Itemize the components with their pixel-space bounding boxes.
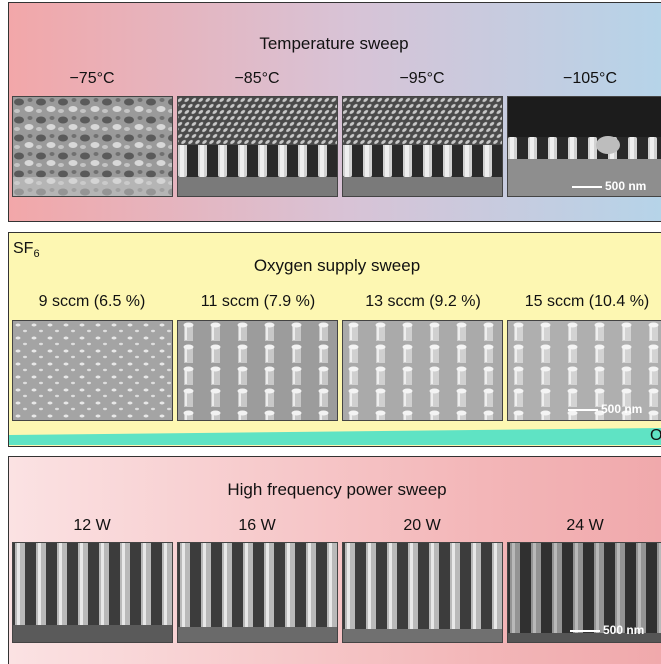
sem-image <box>342 542 503 643</box>
image-label: 13 sccm (9.2 %) <box>365 293 481 311</box>
sem-image <box>12 96 173 197</box>
scale-bar: 500 nm <box>570 623 644 637</box>
image-label: −75°C <box>69 70 114 88</box>
scale-bar-line <box>572 186 602 188</box>
oxygen-wedge <box>9 425 661 445</box>
image-label: 9 sccm (6.5 %) <box>39 293 146 311</box>
sem-image <box>177 320 338 421</box>
sem-image <box>12 542 173 643</box>
gas-label: SF6 <box>13 240 40 260</box>
image-label: 15 sccm (10.4 %) <box>525 293 649 311</box>
scale-bar-line <box>570 630 600 632</box>
image-label: 16 W <box>238 517 275 535</box>
gas-label-main: SF <box>13 240 33 257</box>
panel-title: High frequency power sweep <box>227 480 446 500</box>
image-label: −105°C <box>563 70 617 88</box>
panel-title: Oxygen supply sweep <box>254 256 420 276</box>
image-label: 24 W <box>566 517 603 535</box>
scale-bar: 500 nm <box>568 402 642 416</box>
sem-image <box>342 96 503 197</box>
image-label: 11 sccm (7.9 %) <box>201 293 315 311</box>
panel-title: Temperature sweep <box>259 34 408 54</box>
image-label: −85°C <box>234 70 279 88</box>
sem-image <box>342 320 503 421</box>
image-label: 20 W <box>403 517 440 535</box>
figure: Temperature sweep −75°C −85°C −95°C −105… <box>0 0 661 664</box>
sem-image <box>177 96 338 197</box>
image-label: −95°C <box>399 70 444 88</box>
oxygen-axis-label: O <box>650 427 661 445</box>
sem-image <box>12 320 173 421</box>
scale-bar-label: 500 nm <box>601 402 642 416</box>
scale-bar-line <box>568 409 598 411</box>
scale-bar-label: 500 nm <box>605 179 646 193</box>
scale-bar-label: 500 nm <box>603 623 644 637</box>
image-label: 12 W <box>73 517 110 535</box>
gas-label-sub: 6 <box>33 248 39 260</box>
sem-image <box>177 542 338 643</box>
scale-bar: 500 nm <box>572 179 646 193</box>
